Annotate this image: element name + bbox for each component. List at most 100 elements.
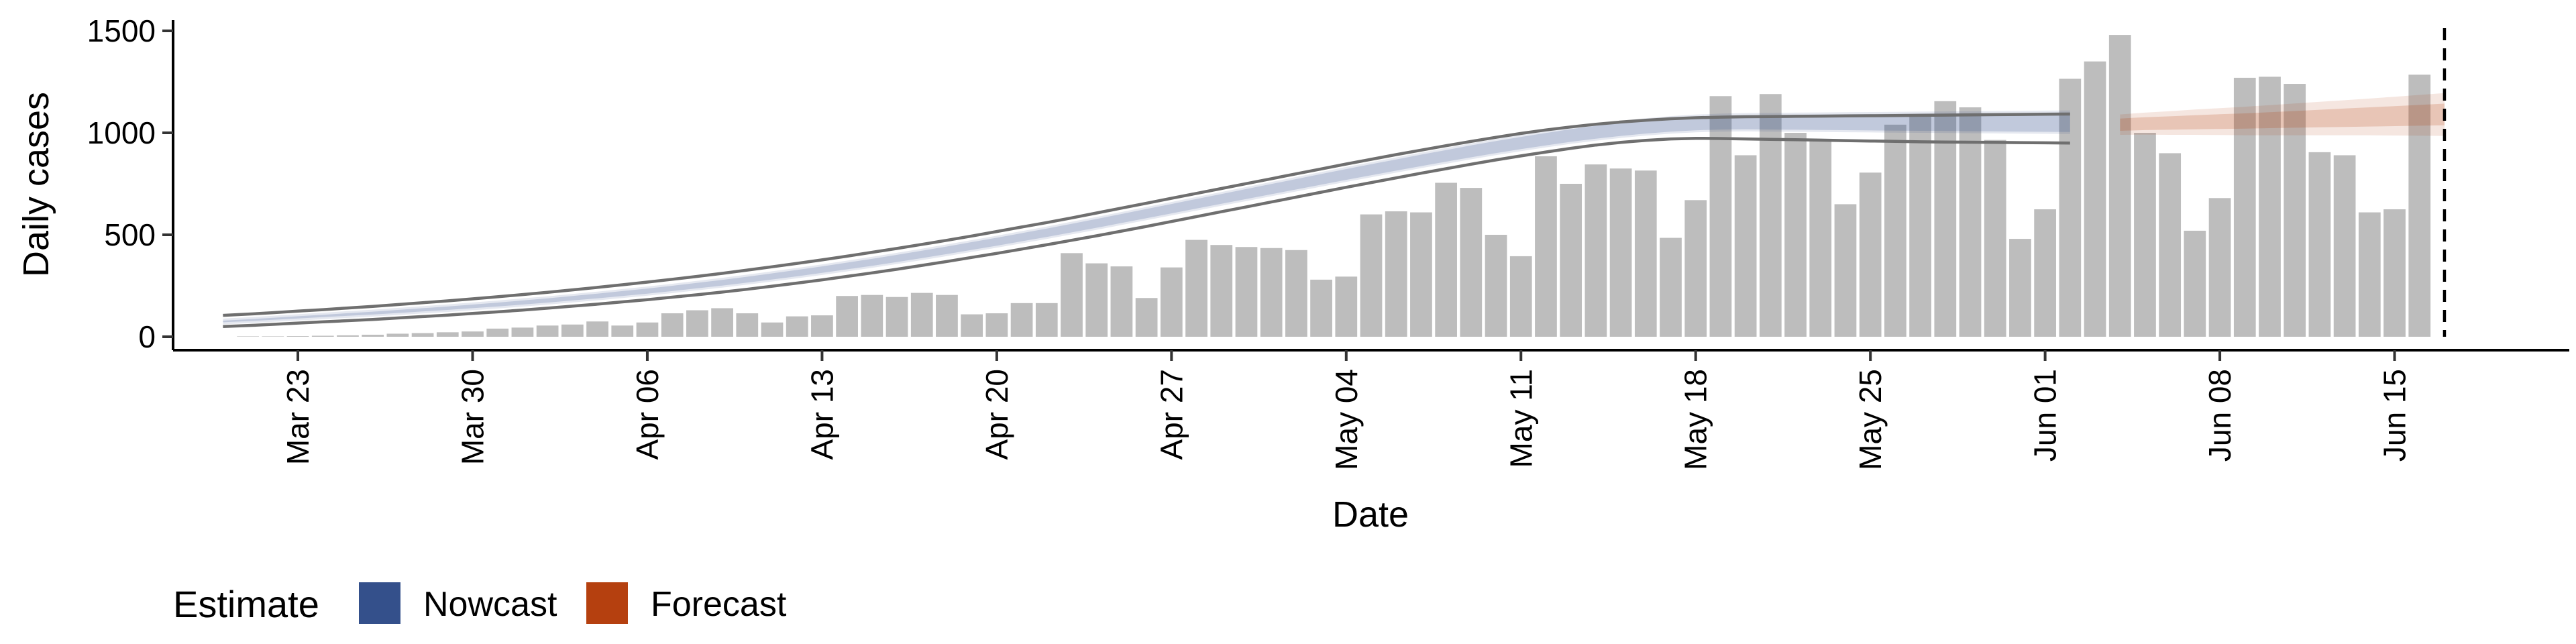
y-tick-label: 1500 [87,13,156,48]
bar [1909,114,1931,337]
x-tick-label: Jun 01 [2028,369,2063,462]
y-tick-label: 1000 [87,115,156,150]
bar [1784,133,1807,337]
bar [2383,209,2406,337]
x-tick-label: Jun 15 [2377,369,2412,462]
bar [1560,184,1582,337]
axes [172,20,2569,352]
bar [2084,61,2106,337]
bar [462,331,484,337]
bar [436,332,459,337]
bar [936,294,958,337]
bar [1435,182,1457,337]
bar [1410,212,1432,337]
bar [736,313,759,337]
bar [885,297,908,337]
bar [1485,235,1507,337]
bar [1609,168,1632,337]
bar [1010,303,1033,337]
bar-series [237,35,2431,337]
bar [1285,250,1307,337]
bar [2259,76,2281,337]
bar [1310,279,1332,337]
bar [237,336,259,337]
bar [1085,263,1108,337]
bar [511,327,534,337]
x-tick-label: Apr 20 [979,369,1014,460]
bar [1984,140,2006,337]
bar [1859,172,1882,337]
bar [1460,188,1483,337]
legend-label-nowcast: Nowcast [423,585,557,624]
y-axis-ticks: 0 500 1000 1500 [87,13,173,354]
bar [2159,153,2182,337]
x-axis-ticks: Mar 23 Mar 30 Apr 06 Apr 13 Apr 20 Apr 27 May … [280,350,2412,470]
bar [1260,248,1283,337]
bar [2034,209,2056,337]
bar [1834,204,1857,337]
bar [2284,84,2306,337]
x-tick-label: May 11 [1503,369,1538,468]
bar [1210,245,1233,337]
bar [1235,247,1258,337]
bar [1535,156,1557,337]
bar [2208,198,2231,337]
x-axis-title: Date [1332,494,1409,535]
bar [536,325,559,337]
bar [861,294,883,337]
bar [2184,230,2206,337]
x-tick-label: May 18 [1678,369,1713,470]
bar [2134,133,2156,337]
bar [2408,74,2431,337]
bar [985,313,1008,337]
forecast-outer-ribbon [2120,93,2445,136]
bar [1360,214,1383,337]
estimate-ribbons [223,93,2445,325]
bar [2308,152,2331,337]
nowcast-lower-line [223,136,2070,329]
x-tick-label: May 25 [1853,369,1888,470]
legend-key-forecast [586,582,628,624]
bar [262,336,284,337]
legend: Estimate Nowcast Forecast [173,582,787,625]
x-tick-label: Jun 08 [2202,369,2237,462]
bar [1385,211,1407,337]
x-tick-label: Apr 13 [804,369,839,460]
bar [1335,276,1358,337]
bar [1185,239,1208,337]
bar [311,335,334,337]
bar [2358,212,2381,337]
bar [2009,239,2031,337]
bar [1061,253,1083,337]
y-tick-label: 0 [138,319,156,354]
forecast-inner-ribbon [2120,103,2445,131]
bar [1884,124,1907,337]
bar [1759,94,1782,337]
legend-title: Estimate [173,583,319,625]
bar [411,333,434,337]
x-tick-label: Apr 06 [630,369,665,460]
bar [2059,78,2082,337]
bar [761,322,784,337]
bar [711,308,733,337]
y-tick-label: 500 [104,217,156,252]
bar [686,310,708,337]
bar [1035,303,1058,337]
bar [1160,267,1183,337]
bar [661,313,684,337]
bar [1660,237,1682,337]
bar [2108,35,2131,337]
bar [910,292,933,337]
bar [1809,141,1832,337]
bar [2333,155,2356,337]
y-axis-title: Daily cases [16,92,56,277]
bar [1959,107,1982,337]
bar [1709,96,1732,337]
bar [586,321,608,337]
bar [1509,256,1532,337]
nowcast-bound-lines [223,112,2070,329]
bar [611,325,634,337]
bar [337,335,359,337]
bar [386,333,409,337]
